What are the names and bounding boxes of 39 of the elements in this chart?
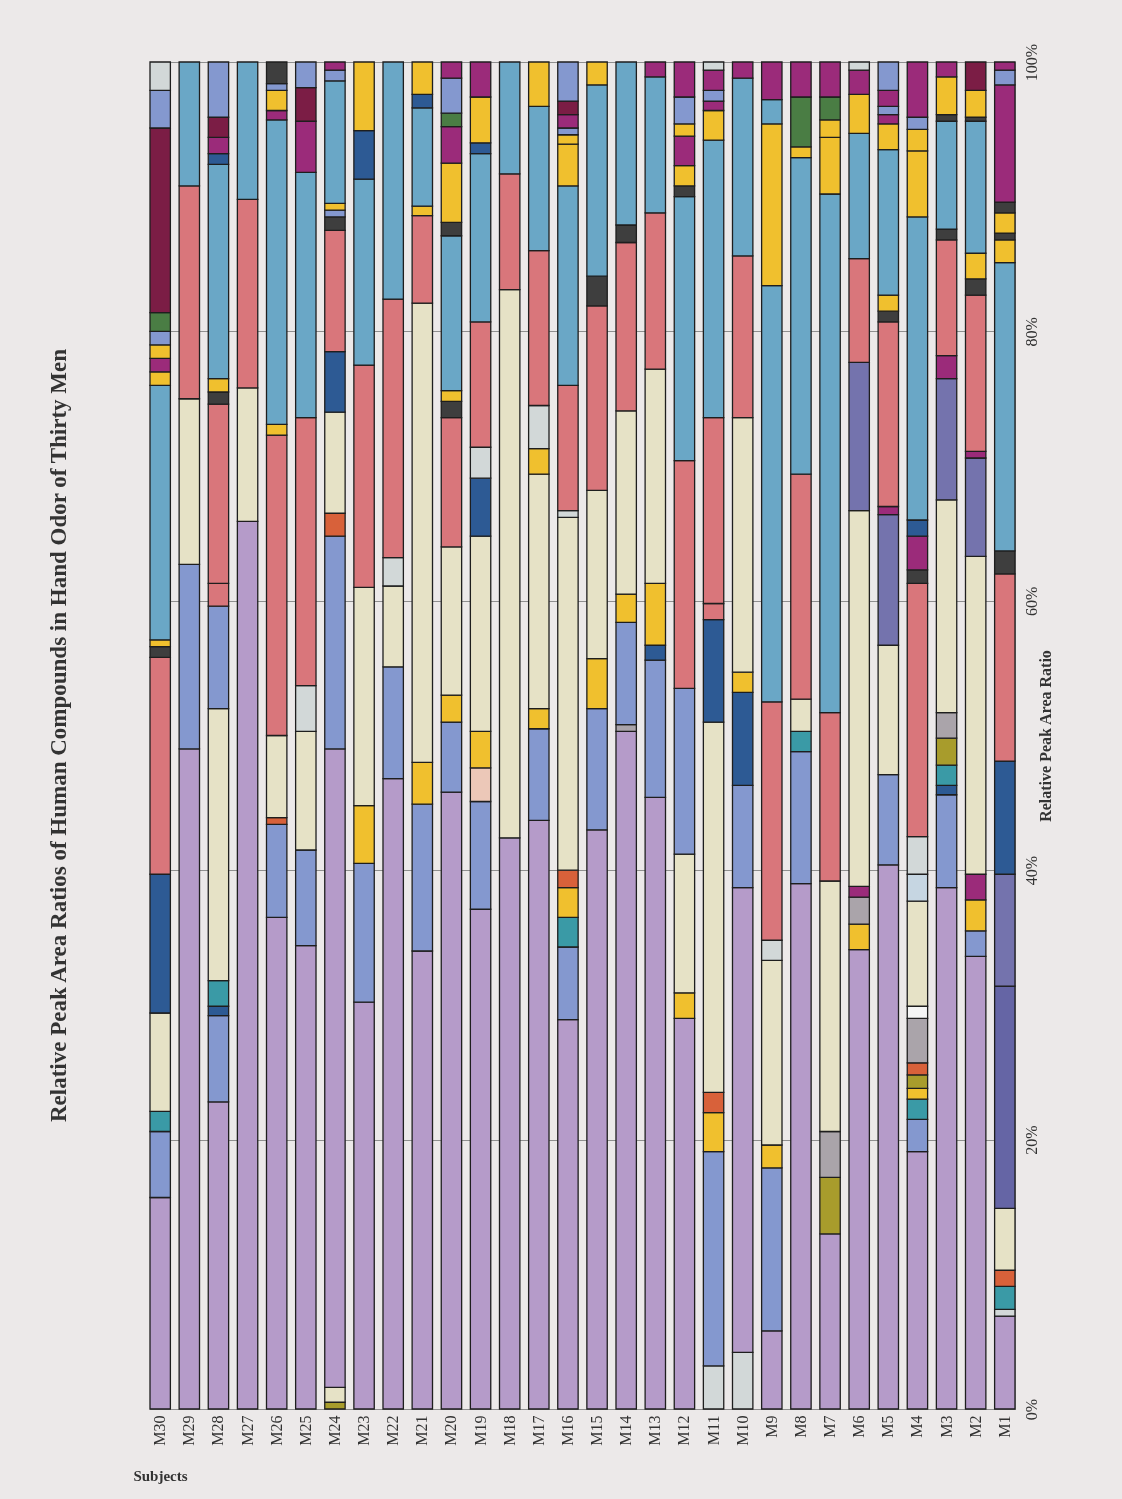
- x-tick-label: M13: [646, 1415, 664, 1446]
- x-tick-label: M4: [908, 1415, 926, 1438]
- x-tick-label: M29: [180, 1415, 198, 1446]
- x-tick-label: M12: [675, 1415, 693, 1446]
- y-tick-label: 0%: [1022, 1398, 1040, 1421]
- x-tick-label: M20: [442, 1415, 460, 1446]
- x-tick-label: M9: [762, 1415, 780, 1438]
- x-tick-label: M23: [355, 1415, 373, 1446]
- x-tick-label: M5: [879, 1415, 897, 1438]
- x-tick-label: M18: [500, 1415, 518, 1446]
- x-tick-label: M2: [966, 1415, 984, 1438]
- x-tick-label: M14: [617, 1415, 635, 1446]
- y-tick-label: 100%: [1022, 43, 1040, 82]
- x-tick-label: M27: [238, 1415, 256, 1446]
- x-tick-label: M28: [209, 1415, 227, 1446]
- x-tick-label: M8: [791, 1415, 809, 1438]
- x-tick-label: M16: [558, 1415, 576, 1446]
- x-tick-label: M11: [704, 1415, 722, 1446]
- x-axis-title: Subjects: [133, 1467, 188, 1484]
- x-tick-label: M6: [850, 1415, 868, 1438]
- y-tick-label: 80%: [1022, 317, 1040, 347]
- x-tick-label: M22: [384, 1415, 402, 1446]
- y-tick-label: 60%: [1022, 586, 1040, 616]
- x-tick-label: M24: [325, 1415, 343, 1446]
- x-tick-label: M21: [413, 1415, 431, 1446]
- x-tick-label: M10: [733, 1415, 751, 1446]
- y-tick-label: 20%: [1022, 1125, 1040, 1155]
- x-tick-label: M25: [296, 1415, 314, 1446]
- x-tick-label: M26: [267, 1415, 285, 1446]
- x-tick-label: M3: [937, 1415, 955, 1438]
- x-tick-label: M7: [821, 1415, 839, 1438]
- x-tick-label: M17: [529, 1415, 547, 1446]
- text: Relative Peak Area Ratios of Human Compounds in Hand Odor of Thirty Men: [45, 348, 71, 1123]
- x-tick-label: M30: [151, 1415, 169, 1446]
- x-tick-label: M15: [588, 1415, 606, 1446]
- x-tick-label: M1: [995, 1415, 1013, 1438]
- y-tick-label: 40%: [1022, 856, 1040, 886]
- x-tick-label: M19: [471, 1415, 489, 1446]
- y-axis-title: Relative Peak Area Ratio: [1036, 650, 1054, 822]
